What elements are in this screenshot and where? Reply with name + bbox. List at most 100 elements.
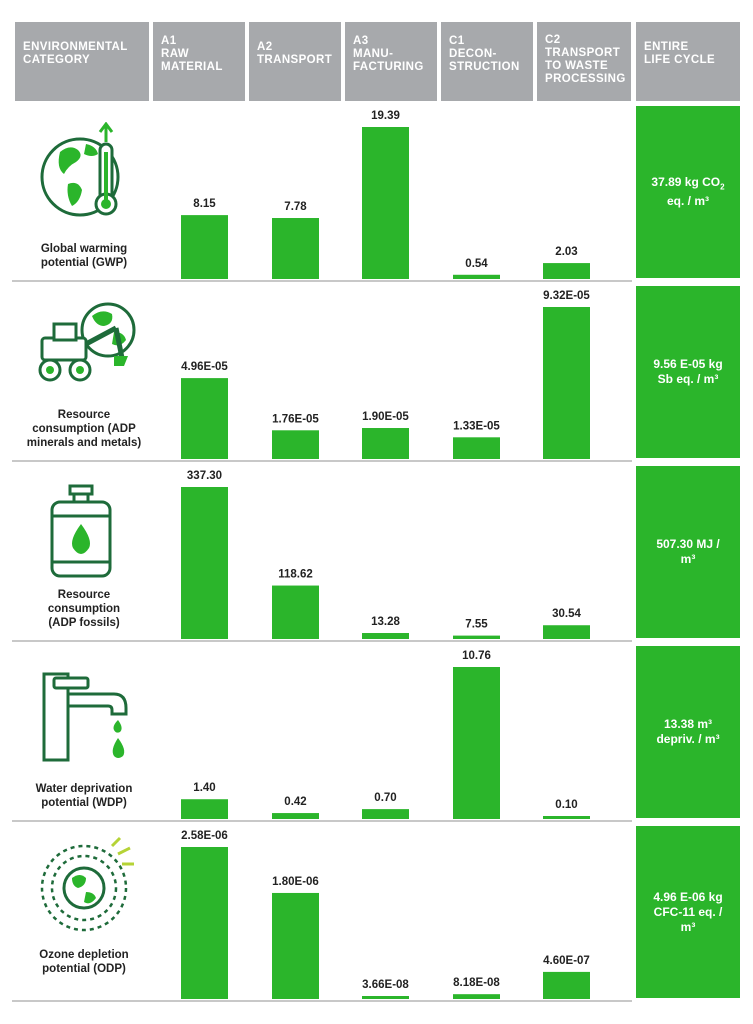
category-label-line: Water deprivation [35, 783, 133, 795]
header-a3-manufacturing: A3 MANU- FACTURING [345, 22, 437, 101]
value-label-a2: 118.62 [278, 569, 313, 581]
category-label-line: minerals and metals) [26, 437, 142, 449]
excavator-globe-icon [38, 302, 136, 382]
total-line: 37.89 kg CO [651, 174, 721, 189]
header-line: C1 [449, 35, 465, 47]
header-line: ENVIRONMENTAL [23, 41, 128, 53]
header-line: C2 [545, 34, 561, 46]
header-line: PROCESSING [545, 73, 626, 85]
total-adp-minerals: 9.56 E-05 kg Sb eq. / m³ [636, 286, 740, 458]
total-line: eq. / m³ [666, 194, 709, 209]
header-line: FACTURING [353, 61, 424, 73]
row-divider [12, 1000, 632, 1002]
total-adp-fossils: 507.30 MJ / m³ [636, 466, 740, 638]
row-wdp: Water deprivation potential (WDP) 13.38 … [0, 646, 753, 822]
value-label-c2: 0.10 [555, 799, 577, 811]
total-odp: 4.96 E-06 kg CFC-11 eq. / m³ [636, 826, 740, 998]
total-line: 507.30 MJ / [656, 537, 720, 551]
value-label-a3: 1.90E-05 [362, 411, 409, 423]
category-label-line: consumption (ADP [32, 423, 136, 435]
header-line: STRUCTION [449, 61, 520, 73]
value-label-c1: 0.54 [465, 258, 488, 270]
category-label: Ozone depletion potential (ODP) [18, 948, 150, 976]
bar-a1 [181, 487, 228, 639]
value-label-a2: 7.78 [284, 201, 307, 213]
row-divider [12, 280, 632, 282]
bar-chart-wdp: 1.40 0.42 0.70 10.76 0.10 [181, 650, 590, 819]
header-c2-transport-to-waste: C2 TRANSPORT TO WASTE PROCESSING [537, 22, 631, 101]
header-a1-raw-material: A1 RAW MATERIAL [153, 22, 245, 101]
bar-a3 [362, 127, 409, 279]
total-line: CFC-11 eq. / [653, 904, 723, 919]
ozone-globe-icon [40, 836, 134, 932]
row-gwp: Global warming potential (GWP) 37.89 kg … [0, 106, 753, 282]
bar-a2 [272, 585, 319, 639]
value-label-c2: 9.32E-05 [543, 290, 590, 302]
bar-a3 [362, 633, 409, 639]
value-label-a1: 4.96E-05 [181, 361, 228, 373]
bar-c2 [543, 307, 590, 459]
total-wdp: 13.38 m³ depriv. / m³ [636, 646, 740, 818]
header-a2-transport: A2 TRANSPORT [249, 22, 341, 101]
row-divider [12, 460, 632, 462]
value-label-a2: 1.80E-06 [272, 876, 319, 888]
bar-c2 [543, 971, 590, 999]
bar-a3 [362, 428, 409, 459]
header-line: LIFE CYCLE [644, 54, 716, 66]
header-line: MATERIAL [161, 61, 223, 73]
bar-c1 [453, 994, 500, 999]
category-label-line: potential (ODP) [42, 963, 126, 975]
value-label-a3: 3.66E-08 [362, 979, 409, 991]
value-label-a3: 19.39 [371, 110, 400, 122]
category-label-line: Resource [57, 589, 111, 601]
value-label-c2: 2.03 [555, 246, 577, 258]
header-line: RAW [161, 48, 190, 60]
total-subscript: 2 [720, 182, 725, 192]
bar-chart-adp-fossils: 337.30 118.62 13.28 7.55 30.54 [181, 470, 590, 639]
value-label-c1: 7.55 [465, 619, 488, 631]
header-line: TRANSPORT [545, 47, 621, 59]
category-label-line: Global warming [40, 243, 128, 255]
fuel-canister-icon [50, 484, 112, 578]
row-adp-fossils: Resource consumption (ADP fossils) 507.3… [0, 466, 753, 642]
value-label-a1: 337.30 [187, 470, 222, 482]
header-line: A1 [161, 35, 177, 47]
bar-chart-gwp: 8.15 7.78 19.39 0.54 2.03 [181, 110, 590, 279]
bar-a1 [181, 847, 228, 999]
value-label-a3: 13.28 [371, 616, 400, 628]
bar-c1 [453, 274, 500, 279]
total-line: Sb eq. / m³ [657, 372, 719, 386]
total-gwp: 37.89 kg CO2 eq. / m³ [636, 106, 740, 278]
value-label-a3: 0.70 [374, 792, 396, 804]
category-label: Global warming potential (GWP) [18, 242, 150, 270]
value-label-a1: 2.58E-06 [181, 830, 228, 842]
header-line: TO WASTE [545, 60, 609, 72]
header-environmental-category: ENVIRONMENTAL CATEGORY [15, 22, 149, 101]
row-divider [12, 820, 632, 822]
total-line: 4.96 E-06 kg [653, 889, 723, 904]
total-line: depriv. / m³ [656, 732, 720, 746]
row-divider [12, 640, 632, 642]
bar-a1 [181, 799, 228, 819]
category-label-line: (ADP fossils) [48, 617, 120, 629]
total-line: m³ [680, 919, 696, 934]
value-label-a2: 1.76E-05 [272, 413, 319, 425]
bar-a1 [181, 215, 228, 279]
row-adp-minerals: Resource consumption (ADP minerals and m… [0, 286, 753, 462]
water-tap-icon [42, 672, 128, 762]
value-label-a1: 8.15 [193, 198, 216, 210]
value-label-c2: 4.60E-07 [543, 955, 590, 967]
bar-a2 [272, 892, 319, 999]
bar-a1 [181, 378, 228, 459]
total-line: 13.38 m³ [663, 717, 713, 731]
category-label-line: potential (WDP) [41, 797, 127, 809]
category-label-line: consumption [47, 603, 121, 615]
bar-a2 [272, 430, 319, 459]
row-odp: Ozone depletion potential (ODP) 4.96 E-0… [0, 826, 753, 1002]
header-c1-deconstruction: C1 DECON- STRUCTION [441, 22, 533, 101]
header-entire-life-cycle: ENTIRE LIFE CYCLE [636, 22, 740, 101]
value-label-c2: 30.54 [552, 608, 581, 620]
category-label-line: Ozone depletion [39, 949, 129, 961]
total-line: m³ [680, 552, 696, 566]
bar-a2 [272, 218, 319, 279]
